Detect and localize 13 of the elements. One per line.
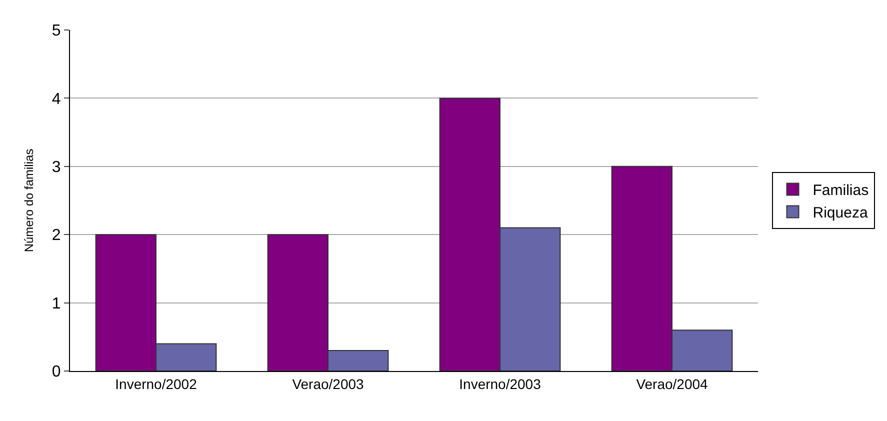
y-tick-label: 3	[52, 159, 61, 176]
y-tick-label: 2	[52, 227, 61, 244]
x-tick-label: Inverno/2003	[459, 376, 542, 392]
x-tick-label: Inverno/2002	[115, 376, 198, 392]
y-tick-label: 0	[52, 364, 61, 381]
x-tick-label: Verao/2003	[292, 376, 364, 392]
y-tick-label: 4	[52, 90, 61, 108]
y-tick-label: 5	[52, 22, 61, 40]
legend-label: Riqueza	[812, 204, 868, 222]
y-axis-title: Número do familias	[22, 148, 36, 252]
x-tick-label: Verao/2004	[636, 376, 708, 392]
legend-label: Familias	[812, 182, 869, 200]
y-tick-label: 1	[52, 295, 61, 312]
